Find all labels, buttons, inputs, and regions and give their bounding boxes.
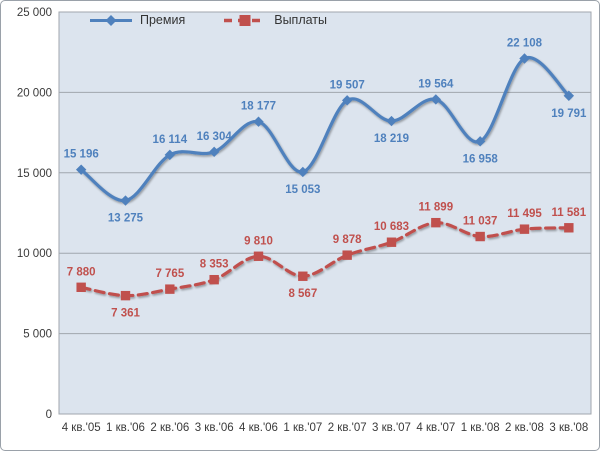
x-tick-label: 1 кв.'08 bbox=[461, 422, 500, 434]
marker-square bbox=[519, 224, 530, 234]
x-tick-label: 4 кв.'07 bbox=[416, 422, 455, 434]
x-tick-label: 2 кв.'06 bbox=[150, 422, 189, 434]
data-label: 22 108 bbox=[507, 38, 543, 50]
x-tick-label: 1 кв.'07 bbox=[283, 422, 322, 434]
data-label: 7 765 bbox=[155, 268, 184, 280]
data-label: 7 880 bbox=[67, 266, 96, 278]
data-label: 19 564 bbox=[418, 78, 454, 90]
data-label: 11 495 bbox=[507, 208, 542, 220]
data-label: 11 037 bbox=[463, 216, 498, 228]
data-label: 10 683 bbox=[374, 221, 409, 233]
x-tick-label: 2 кв.'08 bbox=[505, 422, 544, 434]
marker-diamond bbox=[297, 166, 309, 178]
data-label: 8 353 bbox=[200, 259, 229, 271]
chart-legend: Премия Выплаты bbox=[89, 13, 327, 27]
marker-diamond bbox=[164, 149, 176, 161]
y-tick-label: 10 000 bbox=[17, 248, 52, 260]
marker-diamond bbox=[563, 90, 575, 101]
data-label: 18 219 bbox=[374, 133, 409, 145]
y-tick-label: 25 000 bbox=[17, 7, 52, 19]
marker-square bbox=[76, 282, 86, 292]
x-tick-label: 4 кв.'06 bbox=[239, 422, 278, 434]
y-tick-label: 15 000 bbox=[17, 168, 52, 180]
marker-square bbox=[386, 237, 397, 247]
y-tick-label: 0 bbox=[46, 409, 52, 421]
marker-diamond bbox=[208, 146, 220, 158]
marker-square bbox=[120, 290, 131, 301]
marker-square bbox=[431, 217, 441, 228]
marker-diamond bbox=[519, 53, 530, 64]
marker-diamond bbox=[474, 136, 486, 147]
data-label: 13 275 bbox=[108, 213, 144, 225]
marker-square bbox=[165, 284, 175, 294]
data-label: 11 581 bbox=[552, 207, 587, 219]
data-label: 11 899 bbox=[419, 202, 454, 214]
premium-series-swatch-icon bbox=[90, 14, 132, 26]
marker-square bbox=[253, 251, 264, 261]
data-label: 16 958 bbox=[463, 153, 499, 165]
marker-diamond bbox=[253, 116, 264, 127]
x-tick-label: 3 кв.'06 bbox=[195, 422, 234, 434]
marker-diamond bbox=[75, 164, 87, 175]
y-tick-label: 5 000 bbox=[23, 329, 52, 341]
x-tick-label: 2 кв.'07 bbox=[328, 422, 367, 434]
marker-square bbox=[564, 223, 574, 233]
x-tick-label: 1 кв.'06 bbox=[106, 422, 145, 434]
legend-label-premium: Премия bbox=[140, 13, 186, 27]
plot-border bbox=[58, 11, 592, 415]
legend-item-payouts: Выплаты bbox=[223, 13, 327, 27]
data-label: 18 177 bbox=[241, 101, 276, 113]
marker-diamond bbox=[430, 94, 442, 105]
marker-square bbox=[298, 271, 308, 281]
data-label: 7 361 bbox=[111, 308, 140, 320]
data-label: 9 878 bbox=[333, 234, 362, 246]
marker-square bbox=[475, 231, 485, 242]
data-label: 19 507 bbox=[330, 79, 365, 91]
legend-label-payouts: Выплаты bbox=[274, 13, 328, 27]
legend-item-premium: Премия bbox=[89, 13, 185, 27]
data-label: 8 567 bbox=[288, 288, 317, 300]
marker-diamond bbox=[341, 95, 353, 106]
data-label: 9 810 bbox=[244, 235, 273, 247]
x-tick-label: 4 кв.'05 bbox=[62, 422, 101, 434]
plot-area bbox=[59, 12, 591, 414]
data-label: 16 304 bbox=[197, 131, 233, 143]
data-label: 15 053 bbox=[285, 184, 320, 196]
marker-square bbox=[342, 250, 352, 260]
data-label: 19 791 bbox=[551, 108, 587, 120]
x-tick-label: 3 кв.'07 bbox=[372, 422, 411, 434]
data-label: 16 114 bbox=[153, 134, 188, 146]
y-tick-label: 20 000 bbox=[17, 87, 52, 99]
marker-diamond bbox=[386, 115, 397, 127]
data-label: 15 196 bbox=[64, 149, 99, 161]
marker-square bbox=[209, 274, 219, 285]
payouts-series-swatch-icon bbox=[224, 14, 267, 26]
x-tick-label: 3 кв.'08 bbox=[549, 422, 588, 434]
